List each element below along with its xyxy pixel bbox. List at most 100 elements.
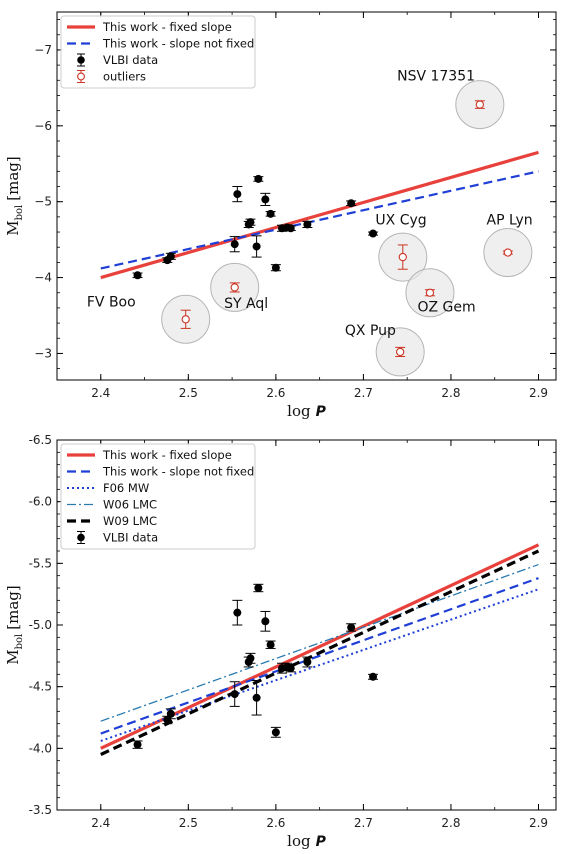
vlbi-data-point	[254, 174, 263, 183]
vlbi-data-point	[369, 672, 378, 681]
x-tick-label: 2.4	[91, 386, 110, 400]
x-tick-label: 2.9	[529, 816, 548, 830]
vlbi-data-point	[266, 640, 275, 649]
star-label-ap-lyn: AP Lyn	[487, 212, 533, 228]
x-tick-label: 2.4	[91, 816, 110, 830]
x-tick-label: 2.7	[354, 816, 373, 830]
legend-label: This work - fixed slope	[102, 20, 232, 34]
y-axis-label: Mbol [mag]	[4, 585, 25, 664]
vlbi-data-point	[233, 190, 242, 199]
y-axis-label-main: M	[4, 220, 22, 235]
y-axis-label-sub: bol	[14, 634, 25, 650]
fit-line-this-work-slope-not-fixed	[100, 577, 539, 735]
y-tick-label: −3	[34, 346, 52, 360]
x-tick-label: 2.7	[354, 386, 373, 400]
vlbi-data-point	[271, 728, 280, 737]
plot-frame	[56, 11, 557, 381]
bottom-chart-panel: 2.4 2.5 2.6 2.7 2.8 2.9 -6.5 -6.0 -5.5 -5.0 -4.5 -4…	[4, 433, 557, 850]
legend-label: VLBI data	[103, 531, 158, 545]
x-tick-label: 2.5	[179, 386, 198, 400]
vlbi-data-point	[266, 209, 275, 218]
outlier-point	[475, 100, 484, 109]
vlbi-data-point	[261, 617, 270, 626]
vlbi-data-point	[166, 709, 175, 718]
vlbi-data-point	[246, 654, 255, 663]
vlbi-data-point	[246, 218, 255, 227]
y-axis-label-main: M	[4, 649, 22, 664]
x-axis-label: log P	[287, 832, 326, 850]
y-tick-label: -5.5	[29, 556, 52, 570]
vlbi-data-point	[347, 199, 356, 208]
y-tick-label: -5.0	[29, 618, 52, 632]
outlier-point	[398, 252, 407, 262]
y-tick-label: −5	[34, 195, 52, 209]
vlbi-data-point	[254, 584, 263, 592]
x-tick-label: 2.6	[266, 386, 285, 400]
star-label-nsv-17351: NSV 17351	[397, 68, 475, 84]
y-tick-label: -6.5	[29, 433, 52, 447]
vlbi-data-point	[369, 229, 378, 238]
outlier-point	[181, 315, 190, 324]
star-label-fv-boo: FV Boo	[87, 294, 136, 310]
y-tick-label: −4	[34, 271, 52, 285]
y-tick-label: −7	[34, 43, 52, 57]
x-tick-label: 2.8	[441, 386, 460, 400]
fit-line-f06-mw	[100, 588, 539, 742]
outlier-point	[230, 283, 239, 292]
y-tick-label: -4.5	[29, 680, 52, 694]
outlier-point	[503, 248, 513, 257]
x-tick-label: 2.9	[529, 386, 548, 400]
legend-box	[60, 15, 256, 89]
x-axis-label-main: log	[287, 402, 311, 420]
legend-label: VLBI data	[103, 53, 158, 67]
x-tick-label: 2.8	[441, 816, 460, 830]
y-tick-label: -3.5	[29, 803, 52, 817]
x-axis-label-var: P	[316, 404, 327, 420]
vlbi-data-point	[286, 224, 295, 233]
x-tick-label: 2.6	[266, 816, 285, 830]
star-label-ux-cyg: UX Cyg	[375, 212, 426, 228]
outlier-point	[396, 347, 405, 357]
legend-label: This work - fixed slope	[102, 448, 232, 462]
vlbi-data-point	[230, 690, 239, 699]
star-label-sy-aql: SY Aql	[224, 296, 268, 312]
vlbi-data-point	[261, 195, 270, 204]
legend-label: This work - slope not fixed	[102, 465, 254, 479]
legend-label: W09 LMC	[103, 514, 157, 528]
vlbi-data-point	[271, 263, 280, 272]
fit-line-w06-lmc	[100, 563, 539, 722]
y-tick-label: -6.0	[29, 495, 52, 509]
y-tick-label: −6	[34, 119, 52, 133]
vlbi-data-point	[303, 658, 312, 666]
y-axis-label-unit: [mag]	[4, 156, 22, 200]
vlbi-data-point	[347, 623, 356, 632]
star-label-qx-pup: QX Pup	[345, 323, 396, 339]
x-axis-label-var: P	[316, 834, 327, 850]
vlbi-data-point	[252, 693, 261, 702]
y-tick-label: -4.0	[29, 741, 52, 755]
x-tick-label: 2.5	[179, 816, 198, 830]
vlbi-data-point	[286, 664, 295, 673]
y-axis-label: Mbol [mag]	[4, 156, 25, 235]
legend-marker-swatch	[77, 72, 85, 81]
fit-line-w09-lmc	[100, 549, 540, 756]
outlier-point	[425, 288, 435, 297]
x-axis-label: log P	[287, 402, 326, 420]
y-axis-label-unit: [mag]	[4, 585, 22, 629]
legend-marker-swatch	[77, 56, 85, 64]
vlbi-data-point	[230, 240, 239, 249]
legend-label: This work - slope not fixed	[102, 37, 254, 51]
vlbi-data-point	[233, 608, 242, 617]
vlbi-data-point	[133, 271, 142, 280]
vlbi-data-point	[252, 242, 261, 251]
legend-label: W06 LMC	[103, 498, 157, 512]
x-axis-label-main: log	[287, 832, 311, 850]
fit-line-this-work-slope-not-fixed	[100, 170, 539, 270]
top-chart-panel: NSV 17351 UX Cyg AP Lyn FV Boo SY Aql OZ Gem Q…	[4, 11, 557, 420]
legend-marker-swatch	[77, 533, 85, 542]
y-axis-label-sub: bol	[14, 205, 25, 221]
legend-box	[60, 443, 256, 550]
vlbi-data-point	[163, 715, 172, 724]
vlbi-data-point	[303, 220, 312, 229]
